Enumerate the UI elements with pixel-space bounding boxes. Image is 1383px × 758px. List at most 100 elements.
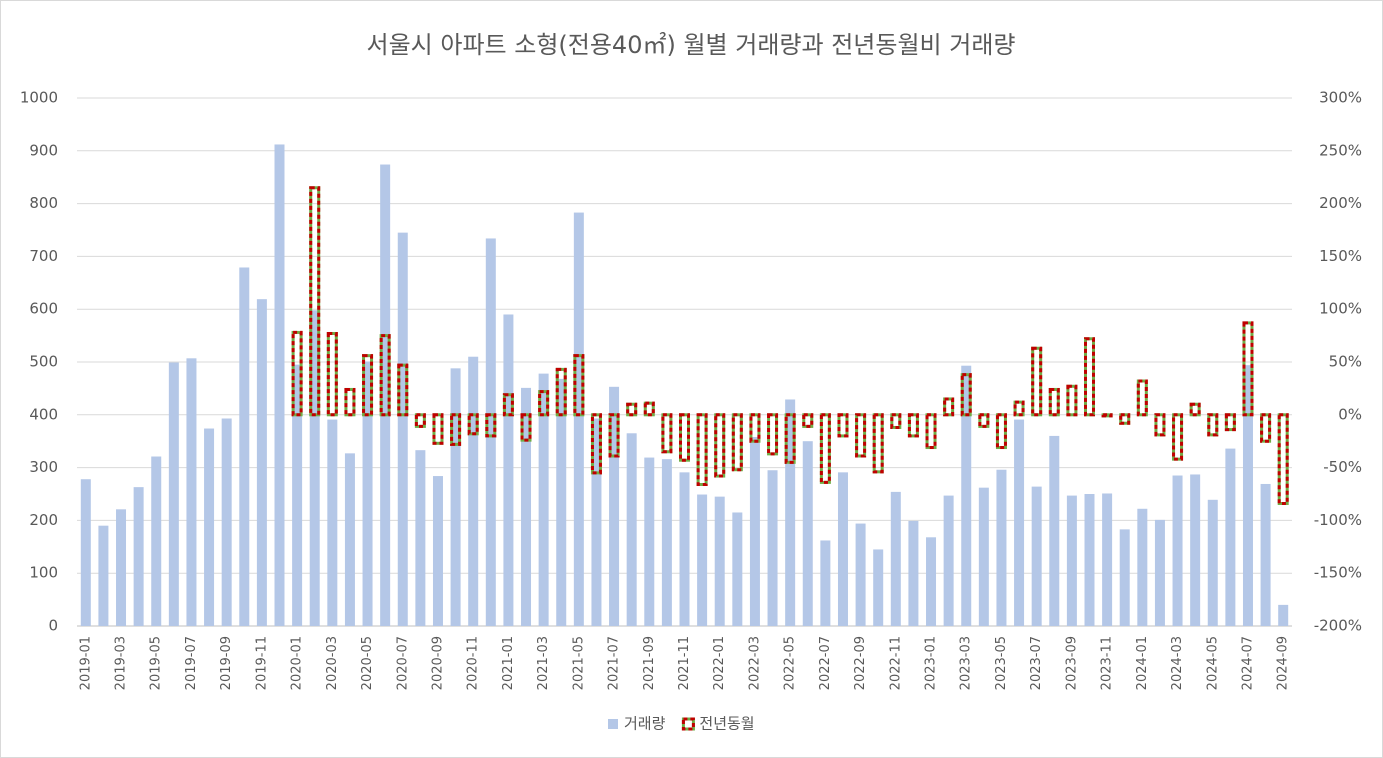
x-tick-label: 2023-05 [994, 636, 1009, 690]
x-tick-label: 2019-11 [254, 636, 269, 690]
x-tick-label: 2022-05 [783, 636, 798, 690]
volume-bar [503, 314, 514, 626]
x-tick-label: 2020-07 [395, 636, 410, 690]
yoy-bar-border [1031, 346, 1043, 417]
yoy-bar [555, 367, 567, 417]
x-tick-label: 2022-01 [712, 636, 727, 690]
volume-bar [679, 472, 690, 626]
yoy-bar [414, 413, 426, 428]
yoy-bar [907, 413, 919, 438]
volume-bar [1190, 474, 1201, 626]
yoy-bar-border [661, 413, 673, 454]
x-tick-label: 2019-03 [114, 636, 129, 690]
x-tick-label: 2024-09 [1276, 636, 1291, 690]
volume-bar [1225, 448, 1236, 626]
volume-bar [697, 494, 708, 626]
y2-tick-label: -150% [1314, 564, 1362, 582]
yoy-bar-border [626, 402, 638, 417]
yoy-bar-border [960, 373, 972, 417]
volume-bar [556, 378, 567, 626]
legend-swatch [608, 719, 618, 729]
y-tick-label: 0 [48, 617, 58, 635]
volume-bar [1014, 419, 1025, 626]
volume-bar [1260, 483, 1271, 626]
x-tick-label: 2024-05 [1205, 636, 1220, 690]
yoy-bar [943, 397, 955, 417]
volume-bar [397, 232, 408, 626]
yoy-bar-border [802, 413, 814, 428]
y2-tick-label: 100% [1319, 300, 1362, 318]
yoy-bar-border [397, 363, 409, 417]
yoy-bar-border [538, 390, 550, 417]
yoy-bar [925, 413, 937, 450]
yoy-bar-border [362, 354, 374, 417]
volume-bar [855, 523, 866, 626]
yoy-bar-border [450, 413, 462, 446]
volume-bar [221, 418, 232, 626]
yoy-bar [502, 393, 514, 417]
x-tick-label: 2020-11 [466, 636, 481, 690]
yoy-bar-border [432, 413, 444, 445]
volume-bar [837, 472, 848, 626]
yoy-bar-border [555, 367, 567, 417]
volume-bar [151, 456, 162, 626]
yoy-bar-border [1242, 321, 1254, 417]
y2-tick-label: -50% [1323, 458, 1362, 476]
volume-bar [591, 418, 602, 626]
volume-bar [344, 453, 355, 626]
yoy-bar [679, 413, 690, 462]
yoy-bar-border [890, 413, 902, 429]
yoy-bar [397, 363, 409, 417]
volume-bar [133, 487, 144, 626]
yoy-bar [802, 413, 814, 428]
volume-bar [168, 362, 179, 626]
volume-bar [767, 470, 778, 626]
y2-tick-label: 200% [1319, 194, 1362, 212]
yoy-bar [573, 354, 585, 417]
yoy-bar [1031, 346, 1043, 417]
x-tick-label: 2020-09 [430, 636, 445, 690]
y-tick-label: 600 [29, 300, 58, 318]
yoy-bar-border [608, 413, 620, 458]
yoy-bar-border [573, 354, 585, 417]
chart-title: 서울시 아파트 소형(전용40㎡) 월별 거래량과 전년동월비 거래량 [367, 31, 1016, 59]
yoy-bar-border [1172, 413, 1184, 461]
yoy-bar-border [855, 413, 867, 458]
yoy-bar-border [907, 413, 919, 438]
x-tick-label: 2019-09 [219, 636, 234, 690]
volume-bar [1137, 508, 1148, 626]
yoy-bar [344, 387, 356, 417]
yoy-bar [1242, 321, 1254, 417]
y-tick-label: 400 [29, 405, 58, 423]
x-tick-label: 2021-05 [571, 636, 586, 690]
y-tick-label: 700 [29, 247, 58, 265]
yoy-bar [1048, 387, 1060, 417]
yoy-bar-border [502, 393, 514, 417]
volume-bar [1242, 365, 1253, 626]
yoy-bar-border [995, 413, 1007, 450]
yoy-bar [1119, 413, 1131, 425]
yoy-bar-border [819, 413, 831, 484]
yoy-bar [767, 413, 779, 456]
legend-label: 거래량 [624, 715, 666, 733]
yoy-bar [1066, 384, 1078, 417]
volume-bar [468, 356, 479, 626]
yoy-bar-border [679, 413, 690, 462]
x-tick-label: 2020-03 [325, 636, 340, 690]
y-tick-label: 200 [29, 511, 58, 529]
yoy-bar-border [291, 330, 303, 417]
yoy-bar-border [767, 413, 779, 456]
yoy-bar [714, 413, 726, 478]
yoy-bar-border [1048, 387, 1060, 417]
yoy-bar [749, 413, 761, 443]
yoy-bar [978, 413, 990, 428]
volume-bar [644, 457, 655, 626]
yoy-bar-border [1207, 413, 1219, 437]
yoy-bar-border [414, 413, 426, 428]
yoy-bar [1189, 402, 1201, 417]
volume-bar [116, 509, 127, 626]
volume-bar [749, 436, 760, 626]
volume-bar [186, 358, 197, 626]
volume-bar [327, 419, 338, 626]
